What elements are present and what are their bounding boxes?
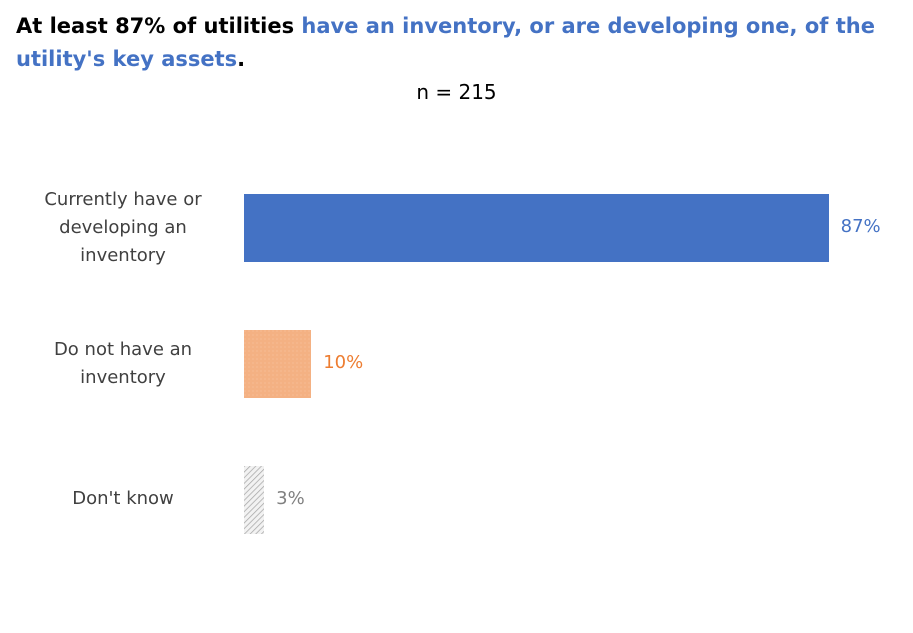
bar-1 — [244, 330, 312, 398]
category-label-2: Don't know — [72, 488, 174, 509]
category-label-1: Do not have an inventory — [53, 339, 193, 388]
data-label-1: 10% — [323, 352, 364, 373]
data-label-0: 87% — [840, 216, 881, 237]
bar-0 — [244, 194, 829, 262]
chart-title-part1: At least 87% of utilities — [16, 14, 302, 38]
bar-2 — [244, 466, 265, 534]
sample-size-label: n = 215 — [416, 80, 497, 104]
data-label-2: 3% — [276, 488, 305, 509]
chart-title: At least 87% of utilities have an invent… — [16, 10, 896, 76]
chart-title-highlight: have an inventory, or are developing one… — [16, 14, 875, 71]
category-label-0: Currently have or developing an inventor… — [44, 189, 202, 266]
chart-title-end: . — [237, 47, 246, 71]
